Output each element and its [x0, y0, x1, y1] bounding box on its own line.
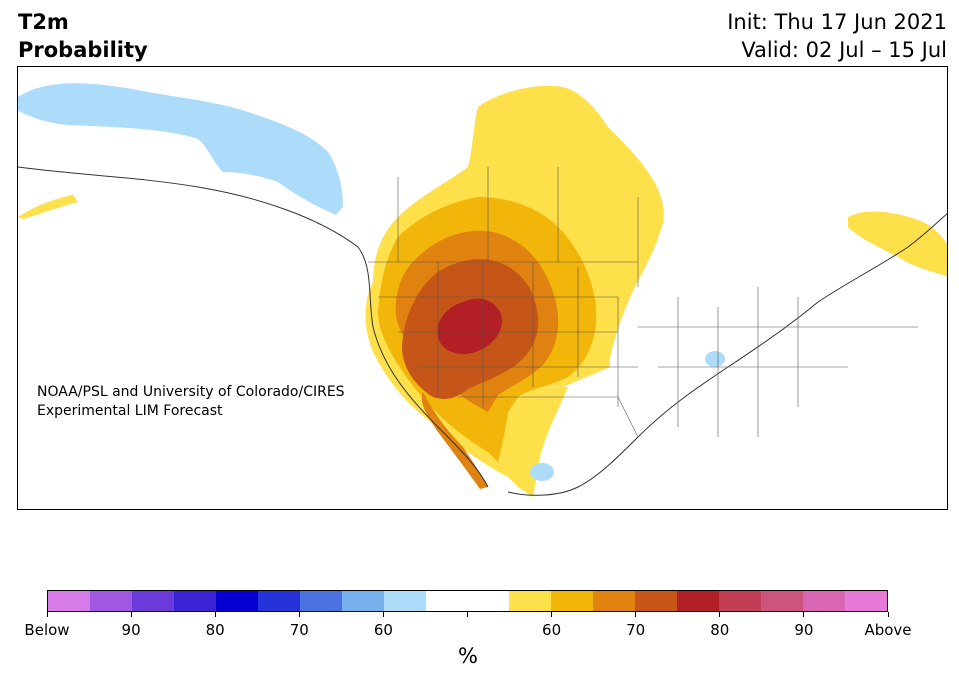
eastcanada-yellow-region	[848, 211, 947, 277]
colorbar-segment	[845, 591, 888, 611]
colorbar-tick	[214, 612, 216, 617]
colorbar-segment	[803, 591, 846, 611]
colorbar-tick	[719, 612, 721, 617]
colorbar-tick-label: 60	[542, 621, 562, 639]
colorbar-segment	[635, 591, 678, 611]
colorbar-segment	[761, 591, 804, 611]
colorbar-segment	[173, 591, 216, 611]
colorbar-tick	[298, 612, 300, 617]
colorbar-segment	[299, 591, 342, 611]
map-credit: NOAA/PSL and University of Colorado/CIRE…	[37, 383, 345, 421]
colorbar-segment	[257, 591, 300, 611]
colorbar-tick	[382, 612, 384, 617]
init-date: Init: Thu 17 Jun 2021	[727, 10, 947, 34]
colorbar-tick-label: 70	[626, 621, 646, 639]
colorbar	[47, 590, 888, 612]
colorbar-segment	[48, 591, 90, 611]
alaska-peninsula-yellow	[18, 195, 78, 219]
colorbar-tick-label: 90	[121, 621, 141, 639]
map-panel	[17, 66, 948, 510]
credit-line-1: NOAA/PSL and University of Colorado/CIRE…	[37, 384, 345, 400]
baja-region	[421, 392, 488, 489]
colorbar-tick	[887, 612, 889, 617]
political-boundaries	[368, 167, 918, 438]
colorbar-segment	[719, 591, 762, 611]
probability-map	[18, 83, 947, 497]
colorbar-tick	[803, 612, 805, 617]
colorbar-segment	[425, 591, 468, 611]
colorbar-tick-label: 90	[794, 621, 814, 639]
alaska-below-region	[18, 83, 343, 215]
valid-period: Valid: 02 Jul – 15 Jul	[741, 38, 947, 62]
colorbar-segment	[383, 591, 426, 611]
colorbar-segment	[509, 591, 552, 611]
variable-label: T2m	[18, 10, 69, 34]
ohio-valley-blue	[705, 351, 725, 367]
colorbar-tick-label: 80	[710, 621, 730, 639]
colorbar-segment	[467, 591, 510, 611]
colorbar-tick	[551, 612, 553, 617]
product-label: Probability	[18, 38, 148, 62]
colorbar-tick-label: 80	[205, 621, 225, 639]
title-left: T2m Probability	[18, 8, 148, 64]
colorbar-segment	[89, 591, 132, 611]
title-right: Init: Thu 17 Jun 2021 Valid: 02 Jul – 15…	[727, 8, 947, 64]
colorbar-segment	[131, 591, 174, 611]
colorbar-tick	[635, 612, 637, 617]
colorbar-segment	[551, 591, 594, 611]
colorbar-segment	[341, 591, 384, 611]
red-core-region	[437, 298, 503, 355]
colorbar-tick-label: Above	[864, 621, 912, 639]
colorbar-tick-label: Below	[24, 621, 70, 639]
colorbar-tick-label: 60	[373, 621, 393, 639]
colorbar-units: %	[458, 644, 478, 668]
colorbar-tick	[46, 612, 48, 617]
colorbar-tick	[130, 612, 132, 617]
colorbar-tick	[467, 612, 468, 617]
colorbar-segment	[215, 591, 258, 611]
mexico-blue	[530, 463, 554, 481]
credit-line-2: Experimental LIM Forecast	[37, 403, 223, 419]
colorbar-tick-label: 70	[289, 621, 309, 639]
colorbar-segment	[677, 591, 720, 611]
colorbar-segment	[593, 591, 636, 611]
